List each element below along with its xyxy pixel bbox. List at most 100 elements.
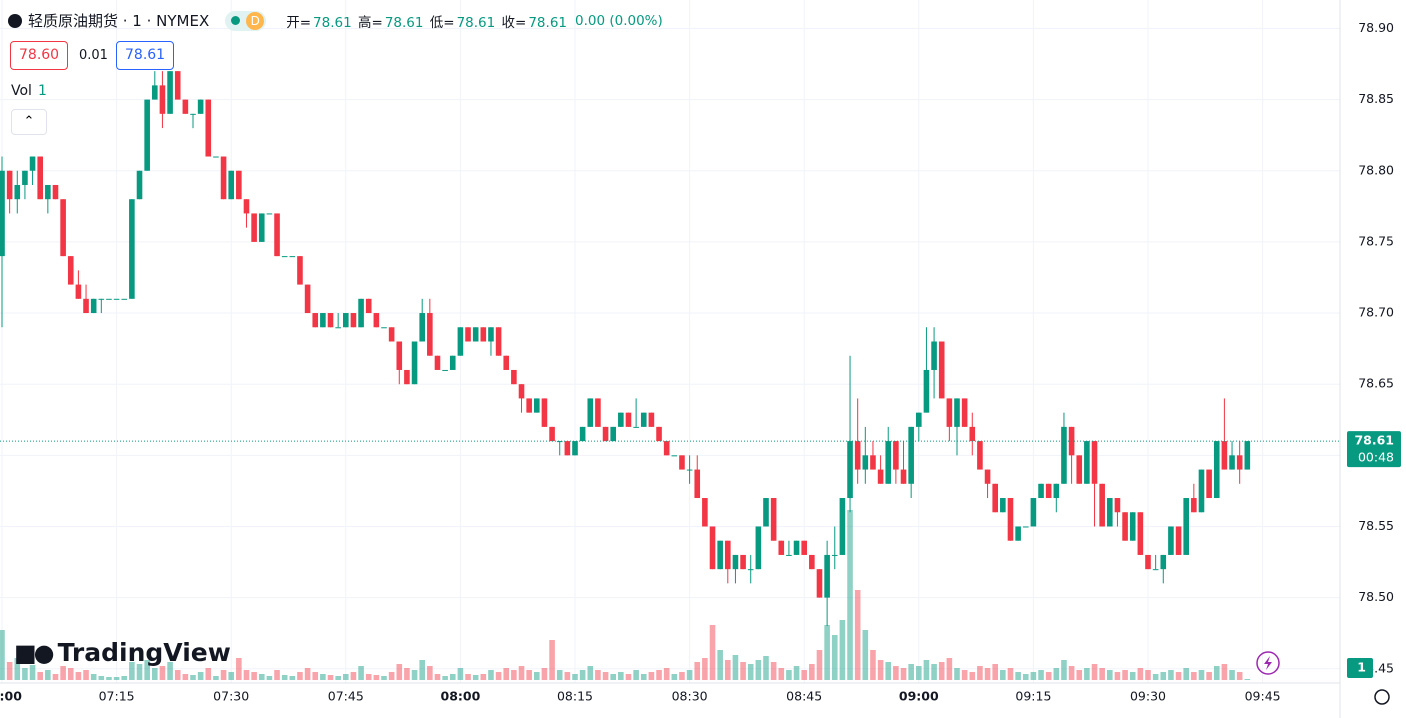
candle-body [113,298,120,300]
volume-bar [1229,670,1235,680]
volume-bar [747,664,754,680]
volume-bar [732,655,739,680]
candle-body [258,213,265,242]
volume-bar [358,666,364,680]
volume-bar [167,662,173,680]
volume-bar [1030,672,1037,680]
status-pill[interactable]: D [225,10,267,31]
candle-body [725,540,731,570]
candle-body [182,99,189,114]
candle-body [564,441,571,456]
volume-bar [381,676,387,680]
volume-bar [106,677,112,680]
candle-body [518,384,525,399]
volume-bar [870,650,876,680]
volume-bar [961,670,968,680]
candle-body [419,313,425,342]
volume-bar [946,658,953,680]
volume-bar [839,620,846,680]
x-tick-label: 09:45 [1245,689,1281,704]
candle-body [1137,512,1144,555]
ohlc-label: 低= [429,14,455,31]
volume-bar [1168,670,1174,680]
volume-bar [1061,660,1067,680]
candle-body [266,213,273,215]
volume-bar [419,660,425,680]
candle-body [717,540,723,570]
volume-bar [885,662,892,680]
volume-bar [1015,672,1021,680]
volume-bar [335,676,341,680]
volume-bar [144,660,150,680]
volume-bar [129,662,135,680]
candle-body [824,554,830,598]
y-tick-label: 78.65 [1358,376,1394,391]
x-tick-label: 07:00 [0,689,22,704]
volume-bar [1053,668,1060,680]
badge: D [246,11,265,30]
volume-bar [1007,668,1014,680]
volume-bar [534,672,540,680]
candle-body [648,412,655,427]
candle-body [549,426,555,442]
candle-body [793,540,800,555]
watermark: ■● TradingView [14,638,231,667]
candle-body [847,441,853,499]
volume-bar [526,670,532,680]
x-tick-label: 09:15 [1015,689,1051,704]
volume-bar [220,670,227,680]
ohlc-label: 收= [501,14,527,31]
volume-bar [893,666,899,680]
ohlc-legend: 开= 78.61 高= 78.61 低= 78.61 收= 78.61 [286,11,569,31]
candle-body [877,469,884,484]
x-tick-label: 07:45 [328,689,364,704]
settings-icon [1374,689,1390,705]
candle-body [312,313,319,328]
candle-body [343,313,349,328]
candle-body [916,412,922,427]
candle-body [740,554,746,570]
candle-body [534,398,540,413]
volume-value: 1 [37,83,47,99]
candle-body [763,498,769,527]
volume-bar [854,590,861,680]
collapse-button[interactable]: ⌃ [11,109,47,135]
x-tick-label: 08:45 [786,689,822,704]
replay-icon[interactable] [1256,651,1280,675]
candle-body [831,554,838,556]
candle-body [488,327,494,342]
buy-button[interactable]: 78.61 [116,41,175,70]
candle-body [625,412,632,427]
sell-button[interactable]: 78.60 [10,41,69,70]
volume-bar [236,658,242,680]
x-tick-label: 07:15 [99,689,135,704]
candle-body [236,170,242,200]
volume-legend: Vol 1 [11,83,47,99]
volume-bar [465,674,471,680]
market-status [231,16,241,25]
volume-bar [205,668,212,680]
candle-body [205,99,212,157]
watermark-text: TradingView [57,638,231,667]
volume-bar [90,674,97,680]
volume-bar [740,662,746,680]
candle-body [220,156,227,200]
volume-tag-label: 1 [1357,660,1366,675]
ohlc-label: 高= [358,14,383,31]
volume-bar [182,674,189,680]
candle-body [1191,498,1197,513]
candle-body [1213,441,1220,499]
volume-bar [587,666,594,680]
volume-bar [916,666,922,680]
candle-body [816,569,823,598]
candle-body [663,441,670,456]
candle-body [442,369,448,371]
volume-bar [1145,670,1151,680]
candle-body [404,369,410,385]
candle-body [702,498,708,527]
volume-bar [900,668,907,680]
volume-bar [786,670,792,680]
volume-bar [938,662,945,680]
x-tick-label: 08:30 [672,689,708,704]
